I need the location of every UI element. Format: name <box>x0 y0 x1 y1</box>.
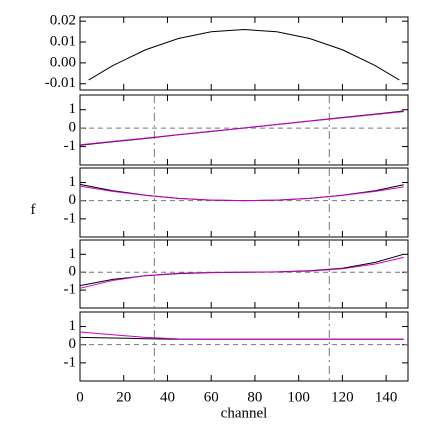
x-tick-label: 40 <box>160 389 175 405</box>
y-tick-label: 1 <box>69 174 77 190</box>
x-tick-label: 60 <box>204 389 219 405</box>
y-tick-label: -0.01 <box>45 75 76 91</box>
y-tick-label: -1 <box>64 354 77 370</box>
y-tick-label: 0 <box>69 336 77 352</box>
y-tick-label: 0 <box>69 192 77 208</box>
y-tick-label: 0 <box>69 264 77 280</box>
y-tick-label: 1 <box>69 318 77 334</box>
data-line <box>79 331 404 340</box>
x-tick-label: 140 <box>375 389 398 405</box>
panel-frame <box>79 239 409 309</box>
y-tick-label: 0.01 <box>50 33 76 49</box>
x-axis-label: channel <box>221 405 268 421</box>
y-tick-label: 0 <box>69 120 77 136</box>
data-line <box>79 185 404 202</box>
panel-frame <box>79 167 409 238</box>
y-tick-label: -1 <box>64 138 77 154</box>
x-tick-label: 80 <box>247 389 262 405</box>
data-line <box>88 29 400 81</box>
y-tick-label: 0.00 <box>50 54 76 70</box>
panel-frame <box>79 311 409 382</box>
x-tick-label: 20 <box>116 389 131 405</box>
x-tick-label: 0 <box>76 389 84 405</box>
panel-frame <box>79 94 409 166</box>
y-tick-label: -1 <box>64 210 77 226</box>
data-line <box>79 111 404 146</box>
y-tick-label: 0.02 <box>50 13 76 29</box>
y-tick-label: 1 <box>69 101 77 117</box>
x-tick-label: 100 <box>287 389 310 405</box>
panel-frame <box>79 16 409 91</box>
data-line <box>79 253 404 287</box>
y-axis-label: f <box>31 202 36 218</box>
data-line <box>79 183 404 202</box>
x-tick-label: 120 <box>331 389 354 405</box>
y-tick-label: -1 <box>64 282 77 298</box>
data-line <box>79 256 404 289</box>
y-tick-label: 1 <box>69 246 77 262</box>
